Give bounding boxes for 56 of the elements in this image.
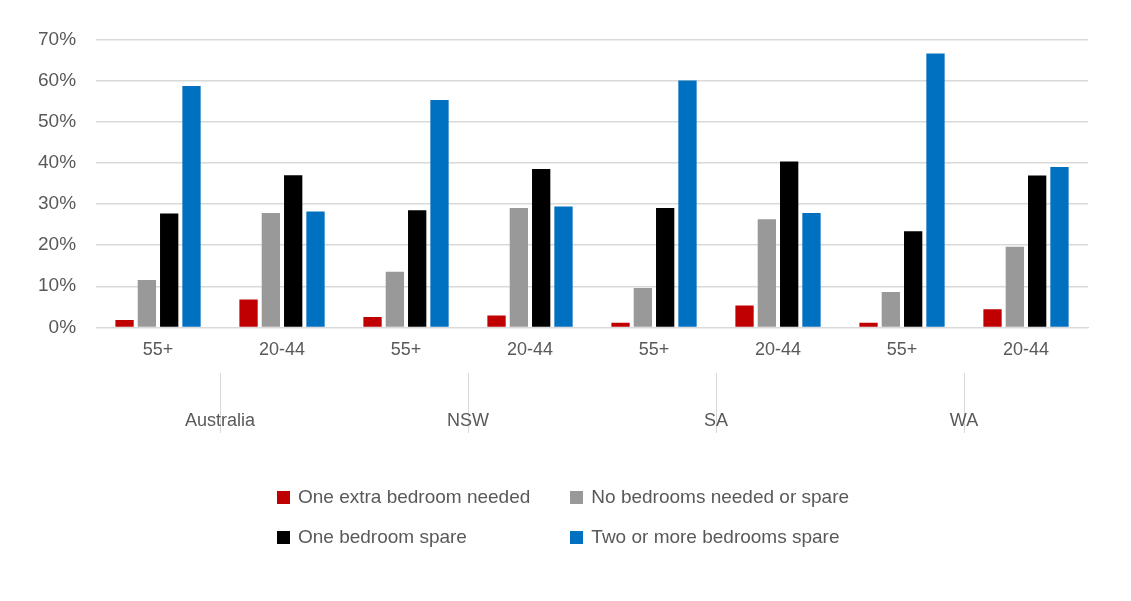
bar (1005, 246, 1024, 327)
bar (780, 161, 799, 327)
y-tick-label: 50% (38, 109, 77, 131)
legend-label: One bedroom spare (297, 526, 467, 548)
text: NSW (447, 409, 490, 430)
bar (904, 231, 923, 327)
bar (430, 99, 449, 327)
bar (261, 213, 281, 327)
bar (239, 299, 258, 327)
x-tick-label: 20-44 (259, 339, 306, 360)
text: SA (704, 409, 729, 430)
y-tick-label: 0% (48, 315, 77, 337)
bar (408, 210, 427, 327)
text: WA (949, 409, 979, 430)
y-tick-label: 20% (38, 233, 77, 255)
x-tick-label: 55+ (638, 339, 670, 360)
bar (656, 208, 675, 327)
bar (802, 213, 821, 327)
bar (554, 206, 573, 327)
bar (1028, 175, 1047, 327)
bar (182, 85, 201, 327)
x-tick-label: 20-44 (1002, 339, 1050, 360)
y-tick-label: 60% (38, 68, 77, 90)
bar (306, 211, 325, 327)
bar (363, 317, 382, 327)
bar (160, 213, 179, 327)
bar (983, 309, 1002, 327)
text: Australia (185, 409, 257, 430)
bar (509, 208, 529, 327)
bar (385, 271, 405, 327)
bar (487, 315, 506, 327)
y-tick-label: 10% (38, 274, 77, 296)
bar (926, 53, 945, 327)
bar (532, 169, 551, 327)
x-tick-label: 55+ (390, 339, 422, 360)
bar (678, 80, 697, 327)
legend-label: One extra bedroom needed (297, 486, 531, 508)
bar (881, 292, 900, 327)
x-tick-label: 55+ (142, 339, 174, 360)
bar (859, 322, 878, 327)
bar (735, 305, 754, 327)
bar (137, 280, 157, 327)
y-tick-label: 30% (38, 192, 77, 214)
x-tick-label: 20-44 (754, 339, 802, 360)
legend-label: No bedrooms needed or spare (591, 486, 850, 508)
bar (633, 287, 652, 327)
bar (115, 319, 134, 327)
y-tick-label: 70% (38, 27, 77, 49)
bar (611, 322, 630, 327)
bar (284, 175, 303, 327)
bar (757, 219, 776, 327)
x-tick-label: 55+ (886, 339, 918, 360)
bar (1050, 166, 1069, 327)
legend-label: Two or more bedrooms spare (591, 526, 840, 548)
x-tick-label: 20-44 (506, 339, 554, 360)
y-tick-label: 40% (38, 151, 77, 173)
